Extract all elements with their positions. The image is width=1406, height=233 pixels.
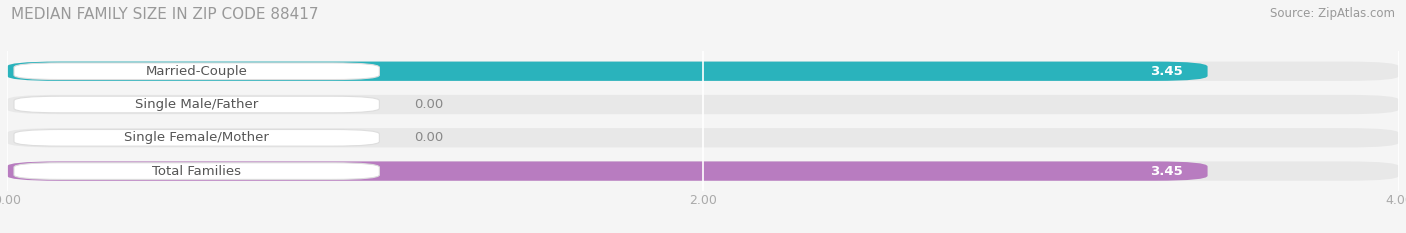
Text: 3.45: 3.45	[1150, 65, 1184, 78]
Text: Source: ZipAtlas.com: Source: ZipAtlas.com	[1270, 7, 1395, 20]
FancyBboxPatch shape	[14, 130, 380, 146]
Text: Single Male/Father: Single Male/Father	[135, 98, 259, 111]
Text: Married-Couple: Married-Couple	[146, 65, 247, 78]
Text: MEDIAN FAMILY SIZE IN ZIP CODE 88417: MEDIAN FAMILY SIZE IN ZIP CODE 88417	[11, 7, 319, 22]
FancyBboxPatch shape	[14, 163, 380, 179]
Text: 0.00: 0.00	[415, 98, 443, 111]
FancyBboxPatch shape	[7, 161, 1208, 181]
Text: Single Female/Mother: Single Female/Mother	[124, 131, 269, 144]
Text: 3.45: 3.45	[1150, 164, 1184, 178]
Text: Total Families: Total Families	[152, 164, 242, 178]
FancyBboxPatch shape	[7, 62, 1208, 81]
FancyBboxPatch shape	[7, 161, 1399, 181]
FancyBboxPatch shape	[7, 128, 1399, 147]
FancyBboxPatch shape	[7, 95, 1399, 114]
FancyBboxPatch shape	[14, 96, 380, 113]
FancyBboxPatch shape	[14, 63, 380, 79]
Text: 0.00: 0.00	[415, 131, 443, 144]
FancyBboxPatch shape	[7, 62, 1399, 81]
